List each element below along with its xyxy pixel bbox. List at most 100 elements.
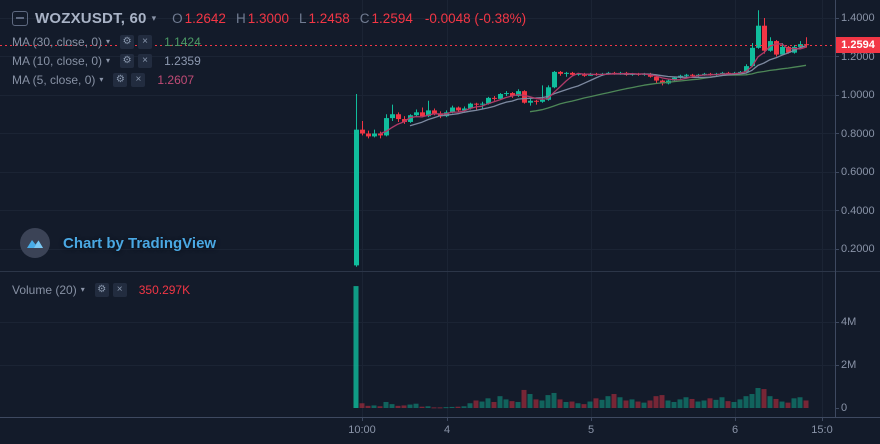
- symbol-title[interactable]: WOZXUSDT, 60: [35, 9, 147, 27]
- candle-body: [672, 77, 677, 81]
- candle-body: [360, 129, 365, 134]
- candle-body: [684, 74, 689, 76]
- candle-body: [528, 100, 533, 103]
- candle-body: [366, 133, 371, 137]
- time-axis-label: 15:0: [811, 424, 833, 436]
- volume-bar: [491, 401, 497, 408]
- candle-body: [450, 107, 455, 113]
- volume-bar: [761, 389, 767, 408]
- volume-bar: [449, 406, 455, 408]
- legend: WOZXUSDT, 60 ▾ O 1.2642 H 1.3000 L 1.245…: [12, 8, 526, 91]
- indicator-row-ma5: MA (5, close, 0) ▾ ⚙ × 1.2607: [12, 72, 526, 87]
- volume-bar: [515, 401, 521, 408]
- high-value: 1.3000: [247, 10, 289, 26]
- price-axis-label: 0.8000: [841, 127, 875, 140]
- price-axis-label: 1.2000: [841, 50, 875, 63]
- time-axis-label: 5: [587, 424, 595, 436]
- candle-body: [396, 114, 401, 120]
- time-axis-label: 6: [731, 424, 739, 436]
- legend-collapse-icon[interactable]: [12, 10, 28, 26]
- candle-body: [804, 44, 809, 46]
- price-axis-label: 1.0000: [841, 89, 875, 101]
- caret-down-icon[interactable]: ▾: [151, 12, 157, 23]
- candle-body: [462, 108, 467, 111]
- volume-bar: [611, 394, 617, 408]
- change-value: -0.0048 (-0.38%): [424, 10, 527, 26]
- settings-gear-icon[interactable]: ⚙: [94, 282, 109, 297]
- volume-bar: [407, 404, 413, 408]
- candle-body: [456, 107, 461, 111]
- volume-bar: [359, 403, 365, 408]
- ma5-label[interactable]: MA (5, close, 0): [12, 72, 96, 87]
- time-axis[interactable]: [0, 418, 835, 444]
- volume-bar: [581, 404, 587, 408]
- settings-gear-icon[interactable]: ⚙: [120, 53, 135, 68]
- ma10-label[interactable]: MA (10, close, 0): [12, 53, 103, 68]
- caret-down-icon[interactable]: ▾: [80, 285, 85, 294]
- settings-gear-icon[interactable]: ⚙: [113, 72, 128, 87]
- candle-body: [492, 97, 497, 99]
- close-x-icon[interactable]: ×: [138, 34, 153, 49]
- volume-bar: [401, 405, 407, 408]
- indicator-row-ma10: MA (10, close, 0) ▾ ⚙ × 1.2359: [12, 53, 526, 68]
- candle-body: [372, 133, 377, 137]
- tradingview-attribution[interactable]: Chart by TradingView: [20, 228, 216, 258]
- volume-bar: [545, 395, 551, 408]
- candle-body: [654, 76, 659, 81]
- volume-axis-label: 4M: [841, 316, 857, 328]
- candle-body: [702, 73, 707, 75]
- candle-body: [774, 41, 779, 55]
- settings-gear-icon[interactable]: ⚙: [120, 34, 135, 49]
- volume-bar: [587, 401, 593, 408]
- candle-body: [570, 72, 575, 75]
- open-value: 1.2642: [184, 10, 226, 26]
- volume-bar: [755, 388, 761, 408]
- caret-down-icon[interactable]: ▾: [106, 56, 111, 65]
- volume-value: 350.297K: [138, 282, 191, 297]
- candle-body: [534, 100, 539, 102]
- volume-bar: [683, 397, 689, 408]
- low-label: L: [298, 10, 307, 26]
- low-value: 1.2458: [308, 10, 350, 26]
- candle-body: [690, 74, 695, 76]
- volume-bar: [713, 399, 719, 408]
- candle-body: [390, 114, 395, 119]
- candle-body: [468, 103, 473, 109]
- candle-body: [408, 115, 413, 122]
- volume-bar: [593, 398, 599, 408]
- volume-bar: [551, 392, 557, 408]
- volume-label[interactable]: Volume (20): [12, 282, 77, 297]
- candle-body: [756, 25, 761, 48]
- volume-bar: [575, 403, 581, 408]
- candle-body: [552, 71, 557, 88]
- ma30-line: [529, 64, 807, 113]
- caret-down-icon[interactable]: ▾: [106, 37, 111, 46]
- close-value: 1.2594: [371, 10, 413, 26]
- ma10-value: 1.2359: [164, 53, 201, 68]
- close-label: C: [359, 10, 370, 26]
- volume-bar: [437, 407, 443, 409]
- volume-bar: [563, 401, 569, 408]
- candle-body: [474, 103, 479, 105]
- ma30-value: 1.1424: [164, 34, 201, 49]
- attribution-text[interactable]: Chart by TradingView: [63, 234, 217, 252]
- tradingview-logo-icon[interactable]: [20, 228, 50, 258]
- ma5-line: [379, 43, 807, 135]
- close-x-icon[interactable]: ×: [138, 53, 153, 68]
- candle-body: [414, 112, 419, 116]
- caret-down-icon[interactable]: ▾: [99, 75, 104, 84]
- volume-bar: [377, 406, 383, 408]
- candle-body: [546, 87, 551, 100]
- volume-bar: [383, 401, 389, 408]
- current-price-tag: 1.2594: [836, 37, 880, 54]
- ma30-label[interactable]: MA (30, close, 0): [12, 34, 103, 49]
- volume-bar: [659, 395, 665, 408]
- close-x-icon[interactable]: ×: [112, 282, 127, 297]
- volume-bar: [617, 397, 623, 408]
- volume-bar: [797, 397, 803, 408]
- candle-body: [504, 93, 509, 95]
- volume-bar: [557, 399, 563, 408]
- close-x-icon[interactable]: ×: [131, 72, 146, 87]
